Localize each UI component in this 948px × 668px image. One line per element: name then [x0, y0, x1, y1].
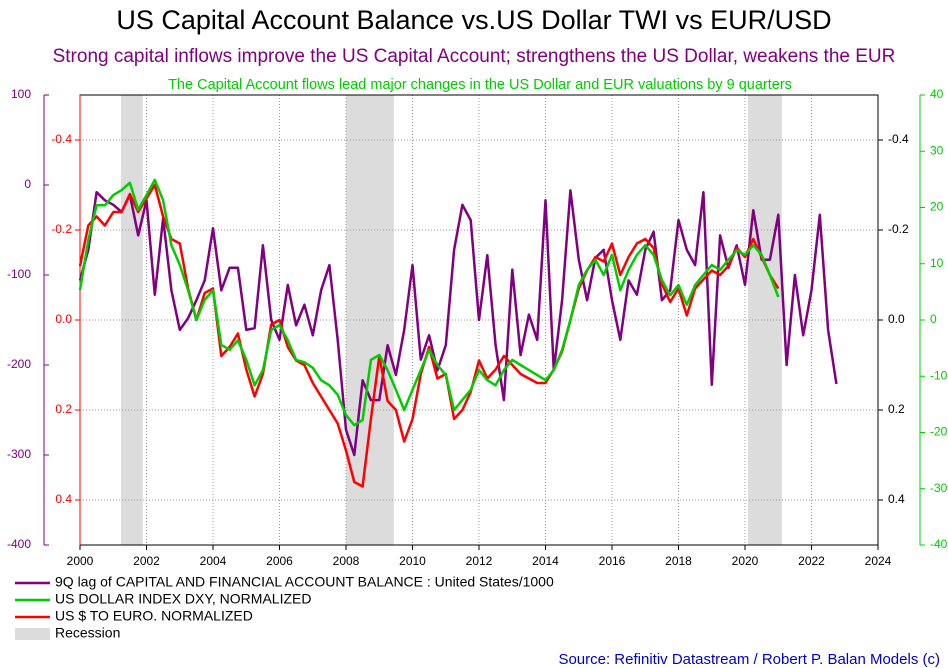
source: Source: Refinitiv Datastream / Robert P.… — [558, 651, 940, 668]
x-tick-label: 2014 — [532, 554, 559, 568]
y-tick-label: -0.2 — [51, 222, 72, 236]
y-tick-label: -30 — [930, 481, 948, 495]
y-tick-label: 0.2 — [55, 402, 72, 416]
y-tick-label: 30 — [930, 143, 944, 157]
y-tick-label: -40 — [930, 537, 948, 551]
series-line — [78, 178, 780, 427]
y-tick-label: 0.4 — [55, 492, 72, 506]
y-tick-label: 10 — [930, 256, 944, 270]
y-tick-label: 0 — [930, 312, 937, 326]
x-tick-label: 2012 — [466, 554, 493, 568]
legend-label: US DOLLAR INDEX DXY, NORMALIZED — [55, 591, 311, 607]
y-tick-label: 0 — [24, 177, 31, 191]
y-tick-label: 0.4 — [888, 492, 905, 506]
x-tick-label: 2006 — [266, 554, 293, 568]
legend-swatch — [15, 628, 50, 640]
y-tick-label: -300 — [7, 447, 31, 461]
x-tick-label: 2010 — [399, 554, 426, 568]
y-tick-label: -0.2 — [888, 222, 909, 236]
series-line — [78, 189, 838, 457]
y-tick-label: 40 — [930, 87, 944, 101]
chart-subtitle: Strong capital inflows improve the US Ca… — [53, 46, 896, 67]
x-tick-label: 2020 — [732, 554, 759, 568]
y-tick-label: -0.4 — [888, 132, 909, 146]
y-tick-label: -0.4 — [51, 132, 72, 146]
chart-title: US Capital Account Balance vs.US Dollar … — [116, 5, 831, 35]
y-tick-label: -10 — [930, 368, 948, 382]
y-tick-label: -20 — [930, 425, 948, 439]
y-tick-label: 100 — [11, 87, 31, 101]
y-tick-label: 20 — [930, 200, 944, 214]
x-tick-label: 2002 — [133, 554, 160, 568]
y-tick-label: 0.0 — [888, 312, 905, 326]
legend-label: 9Q lag of CAPITAL AND FINANCIAL ACCOUNT … — [55, 574, 554, 590]
y-tick-label: -200 — [7, 357, 31, 371]
legend-label: US $ TO EURO. NORMALIZED — [55, 608, 253, 624]
x-tick-label: 2022 — [798, 554, 825, 568]
x-tick-label: 2024 — [865, 554, 892, 568]
y-tick-label: -400 — [7, 537, 31, 551]
y-tick-label: 0.0 — [55, 312, 72, 326]
y-tick-label: -100 — [7, 267, 31, 281]
x-tick-label: 2008 — [333, 554, 360, 568]
x-tick-label: 2016 — [599, 554, 626, 568]
x-tick-label: 2000 — [67, 554, 94, 568]
legend-label: Recession — [55, 625, 120, 641]
x-tick-label: 2018 — [665, 554, 692, 568]
annotation: The Capital Account flows lead major cha… — [168, 77, 792, 93]
y-tick-label: 0.2 — [888, 402, 905, 416]
x-tick-label: 2004 — [200, 554, 227, 568]
